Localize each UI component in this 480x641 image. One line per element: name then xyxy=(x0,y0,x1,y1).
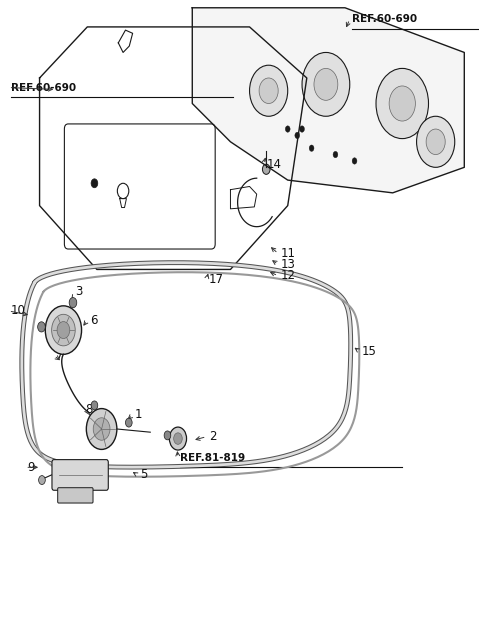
Circle shape xyxy=(259,78,278,103)
FancyBboxPatch shape xyxy=(52,460,108,490)
Text: 15: 15 xyxy=(362,345,377,358)
Text: 2: 2 xyxy=(209,430,216,443)
Text: 12: 12 xyxy=(281,269,296,282)
Circle shape xyxy=(417,116,455,167)
Circle shape xyxy=(302,53,350,116)
Text: REF.81-819: REF.81-819 xyxy=(180,453,245,463)
Circle shape xyxy=(57,322,70,338)
Circle shape xyxy=(52,314,75,346)
Circle shape xyxy=(169,427,187,450)
Circle shape xyxy=(295,132,300,138)
Circle shape xyxy=(263,164,270,174)
Circle shape xyxy=(376,69,429,138)
Circle shape xyxy=(314,69,338,100)
Circle shape xyxy=(38,476,45,485)
Circle shape xyxy=(426,129,445,154)
Circle shape xyxy=(69,297,77,308)
Circle shape xyxy=(333,151,338,158)
Circle shape xyxy=(86,408,117,449)
Text: 8: 8 xyxy=(85,403,92,417)
Circle shape xyxy=(125,418,132,427)
Circle shape xyxy=(164,431,171,440)
Circle shape xyxy=(37,322,45,332)
Text: 9: 9 xyxy=(28,461,35,474)
Circle shape xyxy=(300,126,304,132)
Text: 1: 1 xyxy=(135,408,143,421)
Circle shape xyxy=(389,86,415,121)
Text: 6: 6 xyxy=(90,314,97,327)
Text: 4: 4 xyxy=(85,487,93,499)
Circle shape xyxy=(45,306,82,354)
Polygon shape xyxy=(192,8,464,193)
Text: 11: 11 xyxy=(281,247,296,260)
Text: 3: 3 xyxy=(75,285,83,298)
Text: 5: 5 xyxy=(140,469,147,481)
FancyBboxPatch shape xyxy=(58,488,93,503)
Text: 10: 10 xyxy=(11,304,26,317)
Circle shape xyxy=(309,145,314,151)
Circle shape xyxy=(285,126,290,132)
Circle shape xyxy=(174,433,182,444)
Circle shape xyxy=(250,65,288,116)
Text: 7: 7 xyxy=(56,349,64,362)
Text: 16: 16 xyxy=(85,470,100,483)
Circle shape xyxy=(91,401,98,410)
Text: 13: 13 xyxy=(281,258,295,271)
Circle shape xyxy=(91,179,98,188)
Circle shape xyxy=(93,418,110,440)
Text: 17: 17 xyxy=(209,272,224,285)
Text: REF.60-690: REF.60-690 xyxy=(11,83,76,92)
Circle shape xyxy=(352,158,357,164)
Text: REF.60-690: REF.60-690 xyxy=(352,14,417,24)
Text: 14: 14 xyxy=(266,158,281,171)
